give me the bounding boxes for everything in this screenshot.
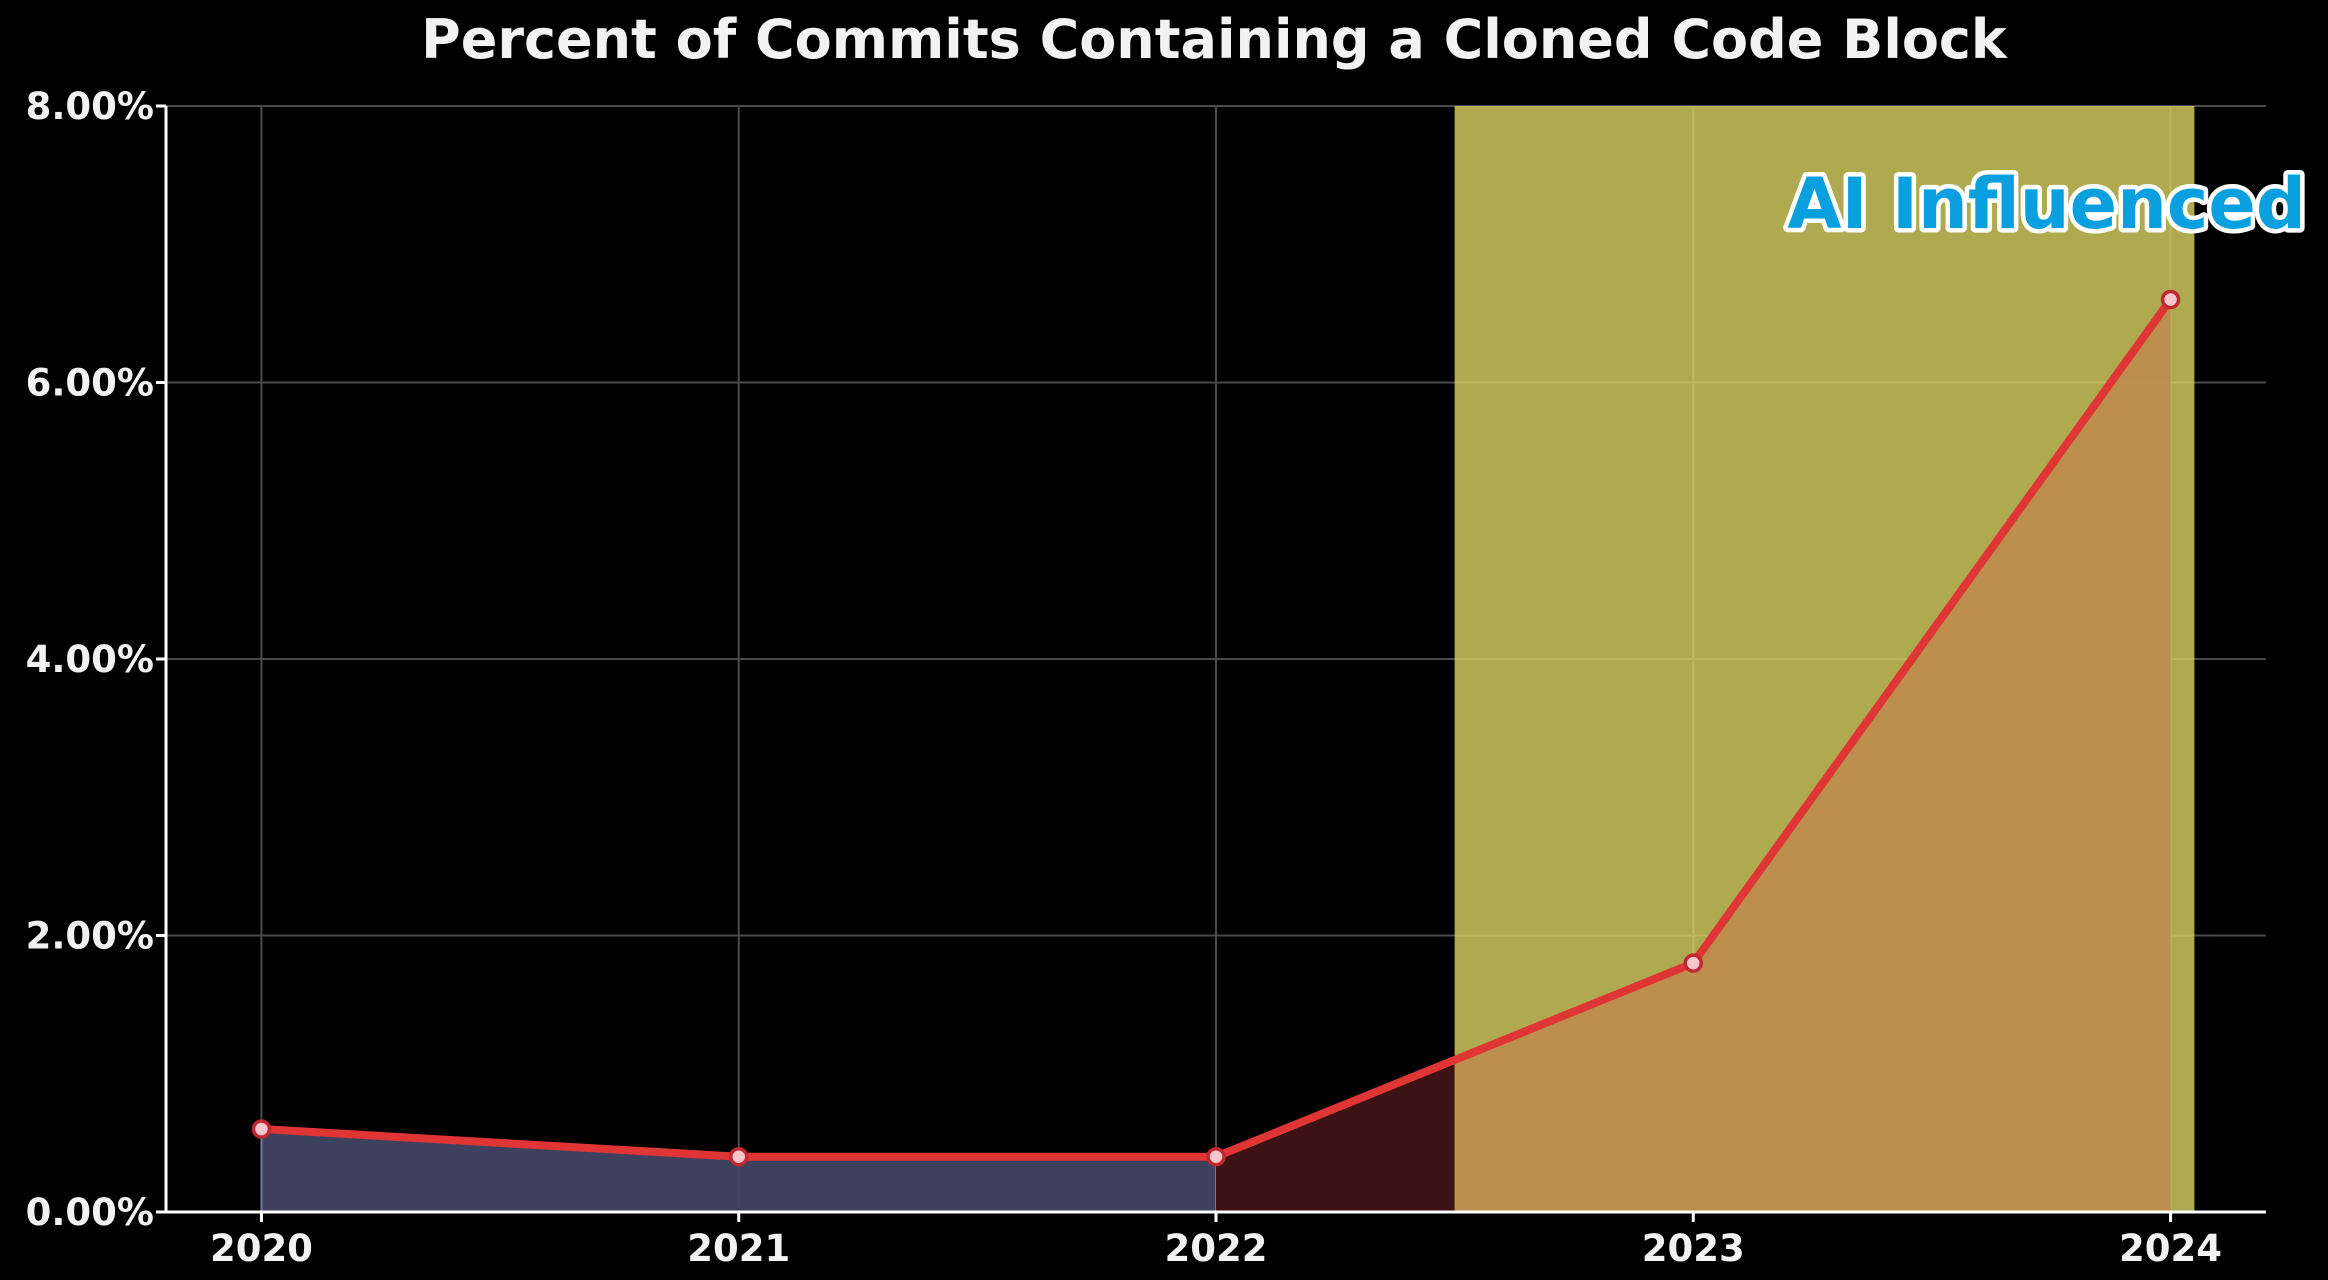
data-point	[728, 1146, 749, 1167]
data-point	[2160, 289, 2181, 310]
y-tick-label: 0.00%	[26, 1191, 154, 1234]
area-fill-pre-ai	[261, 1129, 1216, 1212]
y-tick-label: 6.00%	[26, 362, 154, 405]
y-tick-label: 8.00%	[26, 85, 154, 128]
ai-influenced-annotation: AI Influenced	[1787, 163, 2306, 245]
y-tick-label: 2.00%	[26, 915, 154, 958]
x-tick-label: 2022	[1165, 1227, 1268, 1270]
y-tick-label: 4.00%	[26, 638, 154, 681]
area-fill-ai	[1454, 299, 2171, 1212]
data-point	[251, 1119, 272, 1139]
data-point	[1683, 953, 1704, 973]
x-tick-label: 2021	[687, 1227, 790, 1270]
area-fill-transition	[1216, 1059, 1455, 1212]
x-tick-label: 2020	[210, 1227, 313, 1270]
x-tick-label: 2023	[1642, 1227, 1745, 1270]
x-tick-label: 2024	[2119, 1227, 2222, 1270]
chart-title: Percent of Commits Containing a Cloned C…	[421, 8, 2008, 71]
data-point	[1206, 1146, 1226, 1167]
